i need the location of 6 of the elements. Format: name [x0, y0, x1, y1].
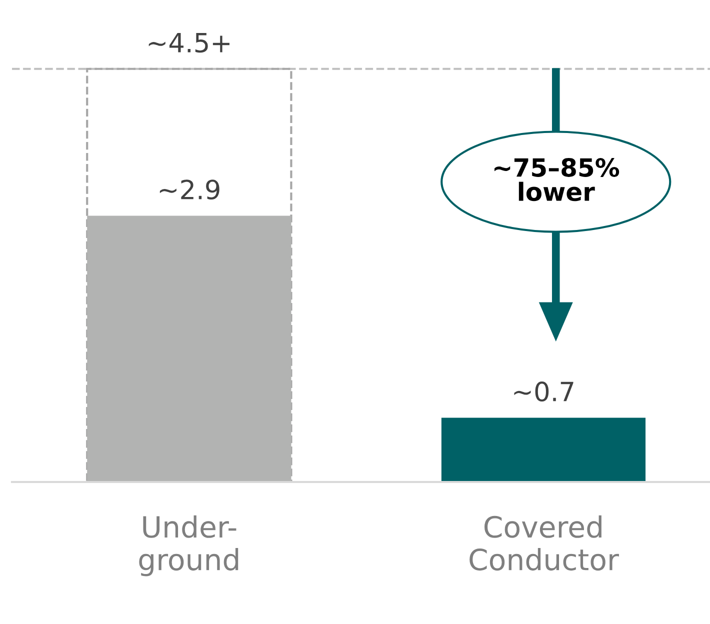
- x-tick-label: Covered Conductor: [470, 515, 619, 571]
- x-tick-label: Under- ground: [139, 515, 238, 576]
- data-label: ~2.9: [160, 180, 220, 200]
- data-label: ~4.5+: [148, 33, 230, 53]
- data-label: ~0.7: [514, 382, 574, 402]
- annotation: ~75–85% lower: [494, 158, 620, 202]
